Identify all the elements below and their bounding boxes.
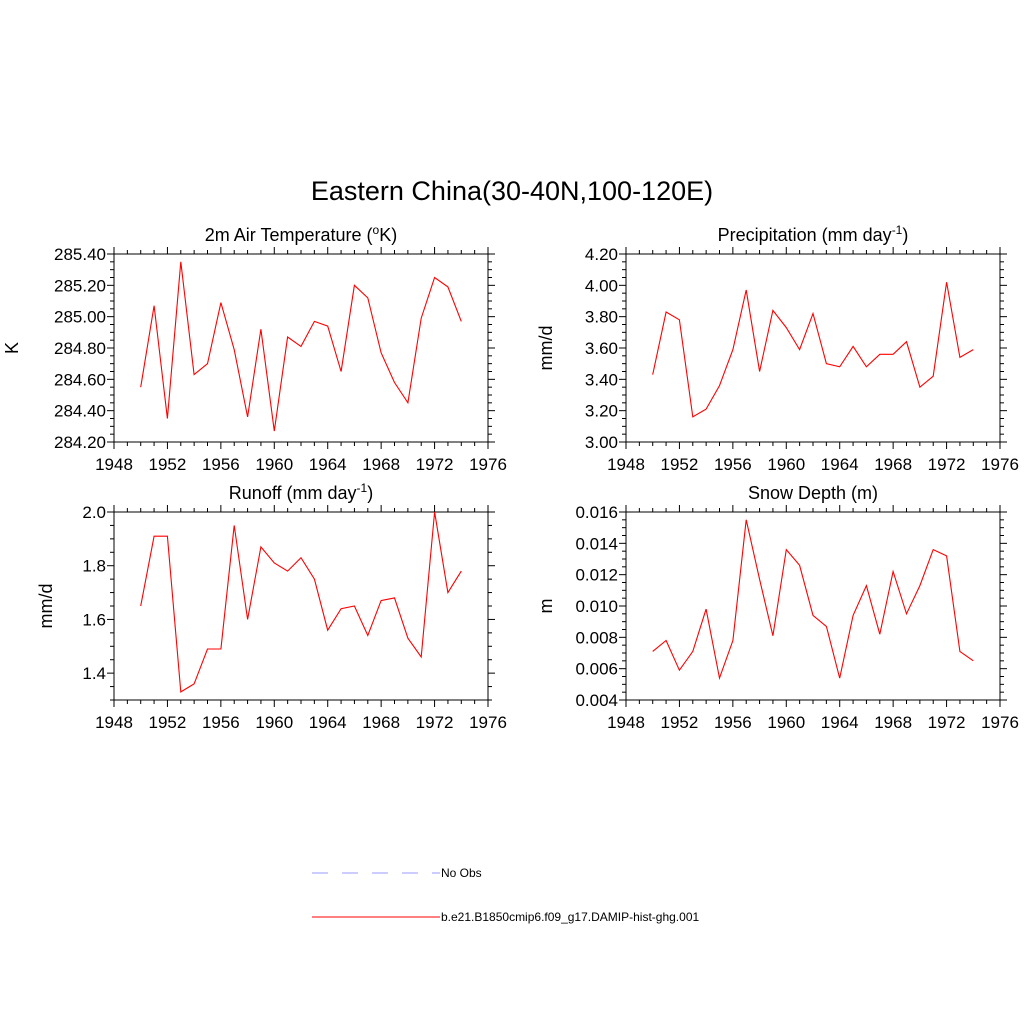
x-tick-label: 1968 xyxy=(874,713,912,732)
y-tick-label: 4.20 xyxy=(585,245,618,264)
legend: No Obs b.e21.B1850cmip6.f09_g17.DAMIP-hi… xyxy=(312,866,699,924)
y-tick-label: 1.4 xyxy=(82,664,106,683)
x-tick-label: 1972 xyxy=(416,455,454,474)
y-tick-label: 0.014 xyxy=(575,534,618,553)
x-tick-label: 1964 xyxy=(821,713,859,732)
legend-label-model: b.e21.B1850cmip6.f09_g17.DAMIP-hist-ghg.… xyxy=(441,910,699,924)
y-tick-label: 3.60 xyxy=(585,339,618,358)
panel-runoff: 1948 1952 1956 1960 1964 1968 1972 1976 1.4 1.6 1.… xyxy=(36,481,507,732)
panel-title: Snow Depth (m) xyxy=(748,483,878,503)
y-tick-label: 3.40 xyxy=(585,370,618,389)
x-tick-label: 1976 xyxy=(981,455,1019,474)
x-tick-label: 1960 xyxy=(255,713,293,732)
x-tick-label: 1956 xyxy=(202,455,240,474)
x-tick-label: 1952 xyxy=(661,713,699,732)
x-tick-label: 1948 xyxy=(95,455,133,474)
y-tick-label: 3.00 xyxy=(585,433,618,452)
panel-title: Runoff (mm day-1) xyxy=(229,481,373,503)
panel-precipitation: 1948 1952 1956 1960 1964 1968 1972 1976 3.00 3.20… xyxy=(536,223,1019,474)
x-tick-label: 1960 xyxy=(255,455,293,474)
plot-frame xyxy=(625,253,1001,443)
panel-title: Precipitation (mm day-1) xyxy=(718,223,909,245)
y-tick-label: 284.80 xyxy=(54,339,106,358)
x-tick-label: 1960 xyxy=(767,455,805,474)
y-tick-label: 0.012 xyxy=(575,566,618,585)
figure-title: Eastern China(30-40N,100-120E) xyxy=(311,176,713,206)
panel-temperature: 1948 1952 1956 1960 1964 1968 1972 1976 284.20 28… xyxy=(2,223,507,474)
legend-label-no-obs: No Obs xyxy=(441,866,482,880)
y-tick-label: 285.20 xyxy=(54,276,106,295)
plot-frame xyxy=(625,511,1001,701)
x-tick-label: 1968 xyxy=(874,455,912,474)
series-line xyxy=(652,282,974,418)
y-tick-label: 285.00 xyxy=(54,308,106,327)
y-axis-label: mm/d xyxy=(36,584,56,629)
y-tick-label: 2.0 xyxy=(82,503,106,522)
y-tick-label: 3.20 xyxy=(585,402,618,421)
x-tick-label: 1972 xyxy=(928,455,966,474)
x-tick-label: 1956 xyxy=(714,455,752,474)
y-axis-label: m xyxy=(536,599,556,614)
panel-snow-depth: 1948 1952 1956 1960 1964 1968 1972 1976 0.004 0.0… xyxy=(536,483,1019,732)
x-tick-label: 1972 xyxy=(928,713,966,732)
x-tick-label: 1964 xyxy=(309,455,347,474)
x-tick-label: 1972 xyxy=(416,713,454,732)
panel-title: 2m Air Temperature (oK) xyxy=(205,223,397,245)
x-tick-label: 1956 xyxy=(202,713,240,732)
x-tick-label: 1948 xyxy=(95,713,133,732)
y-tick-label: 0.004 xyxy=(575,691,618,710)
x-tick-label: 1952 xyxy=(661,455,699,474)
y-tick-label: 0.006 xyxy=(575,660,618,679)
y-tick-label: 0.008 xyxy=(575,628,618,647)
x-tick-label: 1948 xyxy=(607,713,645,732)
series-line xyxy=(652,519,974,681)
y-tick-label: 284.20 xyxy=(54,433,106,452)
x-tick-label: 1976 xyxy=(469,713,507,732)
x-tick-label: 1964 xyxy=(309,713,347,732)
x-tick-label: 1976 xyxy=(981,713,1019,732)
series-line xyxy=(140,261,462,432)
x-tick-label: 1968 xyxy=(362,713,400,732)
y-tick-label: 3.80 xyxy=(585,308,618,327)
x-tick-label: 1976 xyxy=(469,455,507,474)
y-tick-label: 4.00 xyxy=(585,276,618,295)
x-tick-label: 1952 xyxy=(149,455,187,474)
y-tick-label: 0.016 xyxy=(575,503,618,522)
y-tick-label: 1.6 xyxy=(82,610,106,629)
x-tick-label: 1964 xyxy=(821,455,859,474)
y-tick-label: 284.60 xyxy=(54,370,106,389)
x-tick-label: 1968 xyxy=(362,455,400,474)
y-tick-label: 0.010 xyxy=(575,597,618,616)
x-tick-label: 1948 xyxy=(607,455,645,474)
plot-frame xyxy=(113,253,489,443)
y-tick-label: 284.40 xyxy=(54,402,106,421)
y-tick-label: 1.8 xyxy=(82,557,106,576)
y-axis-label: K xyxy=(2,342,22,354)
x-tick-label: 1960 xyxy=(767,713,805,732)
x-tick-label: 1956 xyxy=(714,713,752,732)
series-line xyxy=(140,511,462,693)
x-tick-label: 1952 xyxy=(149,713,187,732)
y-axis-label: mm/d xyxy=(536,326,556,371)
y-tick-label: 285.40 xyxy=(54,245,106,264)
